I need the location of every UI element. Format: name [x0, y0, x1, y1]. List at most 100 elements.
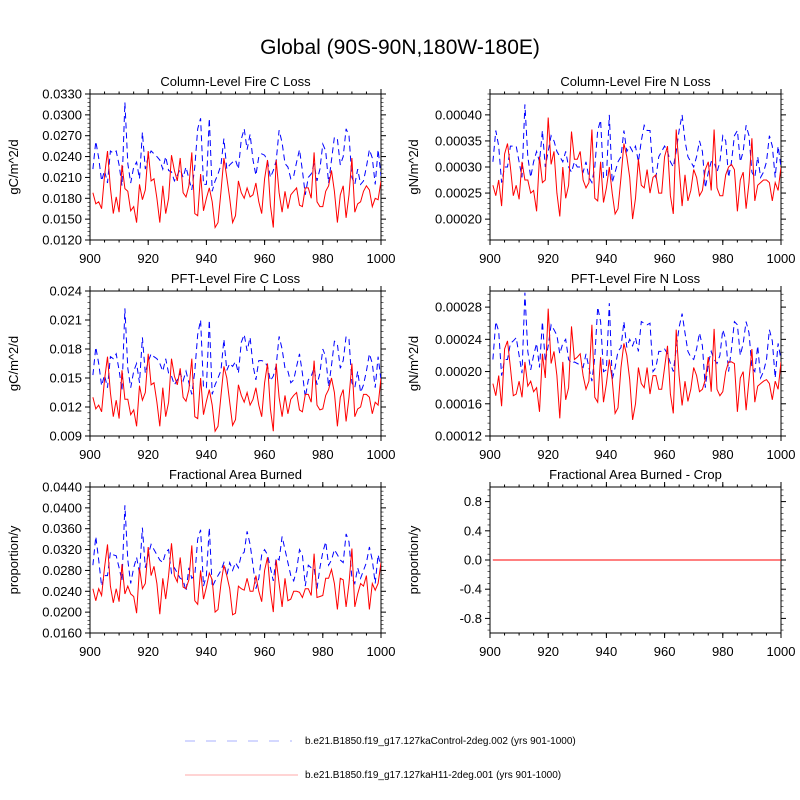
x-tick-label: 980 [712, 251, 734, 266]
x-tick-label: 940 [196, 447, 218, 462]
y-tick-label: 0.00030 [435, 160, 482, 175]
y-tick-label: 0.0320 [42, 542, 82, 557]
y-tick-label: 0.0120 [42, 233, 82, 248]
x-tick-label: 980 [712, 447, 734, 462]
y-tick-label: 0.0150 [42, 212, 82, 227]
y-tick-label: 0.8 [464, 494, 482, 509]
series-line-control [92, 102, 381, 195]
x-tick-label: 960 [654, 447, 676, 462]
series-line-h11 [492, 117, 781, 220]
panel-2: 900 920 940 960 980 1000 0.00020 0.00025 0.00030… [406, 74, 795, 266]
x-tick-label: 1000 [767, 251, 796, 266]
panel-1: 900 920 940 960 980 1000 0.0120 0.0150 0.0180 0.0… [6, 74, 395, 266]
y-tick-label: 0.0240 [42, 584, 82, 599]
y-tick-label: 0.00016 [435, 396, 482, 411]
y-axis-label: proportion/y [6, 525, 21, 594]
x-tick-label: 1000 [367, 447, 396, 462]
panel-4: 900 920 940 960 980 1000 0.00012 0.00016 0.00020… [406, 271, 795, 462]
x-tick-label: 920 [137, 447, 159, 462]
series-line-control [92, 505, 381, 592]
x-tick-label: 940 [196, 251, 218, 266]
y-tick-label: 0.015 [49, 371, 82, 386]
y-tick-label: 0.0330 [42, 87, 82, 102]
y-tick-label: 0.00020 [435, 364, 482, 379]
x-tick-label: 920 [137, 644, 159, 659]
y-axis-label: gN/m^2/d [406, 139, 421, 194]
x-tick-label: 1000 [367, 251, 396, 266]
y-tick-label: 0.0300 [42, 107, 82, 122]
y-tick-label: 0.0270 [42, 128, 82, 143]
y-tick-label: 0.0160 [42, 626, 82, 641]
panel-title: Fractional Area Burned [169, 467, 302, 482]
panel-title: Column-Level Fire C Loss [160, 74, 311, 89]
y-tick-label: 0.018 [49, 342, 82, 357]
series-line-control [492, 292, 781, 388]
series-line-control [492, 104, 781, 188]
x-tick-label: 960 [654, 644, 676, 659]
y-tick-label: 0.0360 [42, 521, 82, 536]
y-tick-label: -0.4 [460, 582, 482, 597]
y-axis-label: proportion/y [406, 525, 421, 594]
y-tick-label: 0.00040 [435, 107, 482, 122]
x-tick-label: 1000 [767, 447, 796, 462]
panel-6: 900 920 940 960 980 1000 -0.8 -0.4 0.0 0.4 0.8 Frac… [406, 467, 795, 659]
y-tick-label: 0.00012 [435, 429, 482, 444]
x-tick-label: 900 [79, 644, 101, 659]
y-tick-label: 0.0180 [42, 191, 82, 206]
x-tick-label: 920 [137, 251, 159, 266]
series-line-h11 [492, 308, 781, 420]
x-tick-label: 940 [596, 447, 618, 462]
y-tick-label: 0.00035 [435, 133, 482, 148]
series-line-h11 [92, 150, 381, 230]
series-line-h11 [92, 543, 381, 616]
y-tick-label: 0.0210 [42, 170, 82, 185]
y-tick-label: 0.009 [49, 429, 82, 444]
x-tick-label: 1000 [767, 644, 796, 659]
y-tick-label: 0.0 [464, 553, 482, 568]
y-axis-label: gN/m^2/d [406, 336, 421, 391]
x-tick-label: 940 [196, 644, 218, 659]
y-tick-label: 0.4 [464, 523, 482, 538]
x-tick-label: 900 [79, 251, 101, 266]
panel-title: PFT-Level Fire N Loss [571, 271, 701, 286]
x-tick-label: 1000 [367, 644, 396, 659]
y-tick-label: 0.00025 [435, 186, 482, 201]
y-tick-label: 0.0280 [42, 563, 82, 578]
panel-3: 900 920 940 960 980 1000 0.009 0.012 0.015 0.018 0… [6, 271, 395, 462]
x-tick-label: 920 [537, 447, 559, 462]
figure-title: Global (90S-90N,180W-180E) [260, 36, 540, 59]
x-tick-label: 960 [654, 251, 676, 266]
y-tick-label: 0.012 [49, 400, 82, 415]
x-tick-label: 960 [254, 251, 276, 266]
series-line-control [92, 308, 381, 398]
y-tick-label: 0.021 [49, 313, 82, 328]
panel-title: PFT-Level Fire C Loss [171, 271, 301, 286]
y-axis-label: gC/m^2/d [6, 336, 21, 391]
plot-frame [489, 93, 782, 241]
x-tick-label: 920 [537, 644, 559, 659]
x-tick-label: 980 [312, 644, 334, 659]
series-line-h11 [92, 353, 381, 433]
y-axis-label: gC/m^2/d [6, 139, 21, 194]
y-tick-label: 0.024 [49, 284, 82, 299]
x-tick-label: 960 [254, 644, 276, 659]
panel-5: 900 920 940 960 980 1000 0.0160 0.0200 0.0240 0.0… [6, 467, 395, 659]
x-tick-label: 900 [479, 251, 501, 266]
y-tick-label: 0.0200 [42, 605, 82, 620]
y-tick-label: 0.00028 [435, 300, 482, 315]
x-tick-label: 980 [712, 644, 734, 659]
x-tick-label: 940 [596, 644, 618, 659]
y-tick-label: 0.0400 [42, 500, 82, 515]
panel-title: Column-Level Fire N Loss [560, 74, 711, 89]
plot-frame [489, 290, 782, 437]
x-tick-label: 920 [537, 251, 559, 266]
y-tick-label: -0.8 [460, 611, 482, 626]
x-tick-label: 900 [479, 644, 501, 659]
x-tick-label: 940 [596, 251, 618, 266]
x-tick-label: 960 [254, 447, 276, 462]
y-tick-label: 0.0240 [42, 149, 82, 164]
x-tick-label: 980 [312, 251, 334, 266]
y-tick-label: 0.00024 [435, 332, 482, 347]
y-tick-label: 0.00020 [435, 212, 482, 227]
